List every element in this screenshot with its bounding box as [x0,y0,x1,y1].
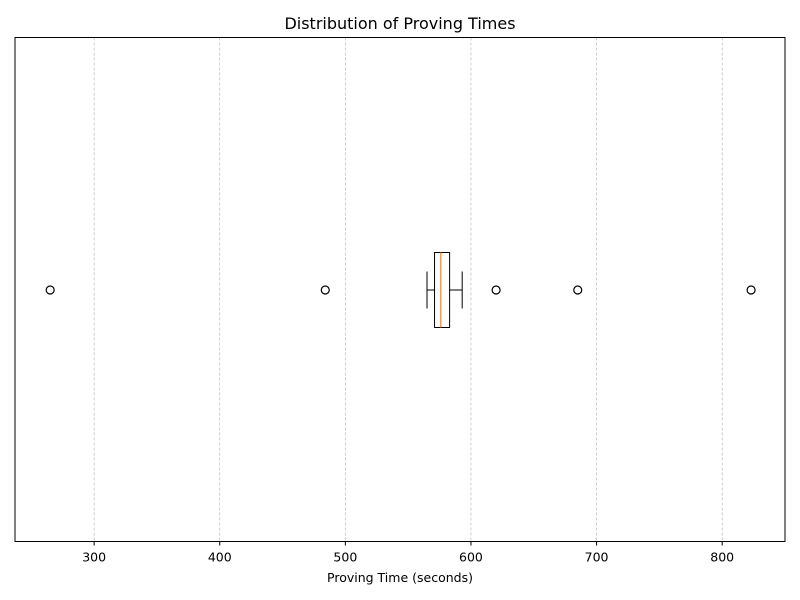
outlier-point-2 [320,285,330,295]
x-tick-label-400: 400 [208,550,232,565]
x-axis-label: Proving Time (seconds) [327,570,473,585]
outlier-points [45,285,756,295]
grid-lines [93,37,723,542]
x-tick-label-500: 500 [333,550,357,565]
outlier-point-1 [45,285,55,295]
iqr-box [434,252,451,328]
x-tick-label-800: 800 [710,550,734,565]
plot-frame [14,37,786,542]
outlier-point-3 [491,285,501,295]
outlier-point-5 [746,285,756,295]
x-tick-label-700: 700 [585,550,609,565]
box-plot [426,252,463,328]
x-axis-ticks: 300 400 500 600 700 800 [82,541,734,565]
chart-title: Distribution of Proving Times [284,14,515,33]
outlier-point-4 [573,285,583,295]
x-tick-label-600: 600 [459,550,483,565]
x-tick-label-300: 300 [82,550,106,565]
